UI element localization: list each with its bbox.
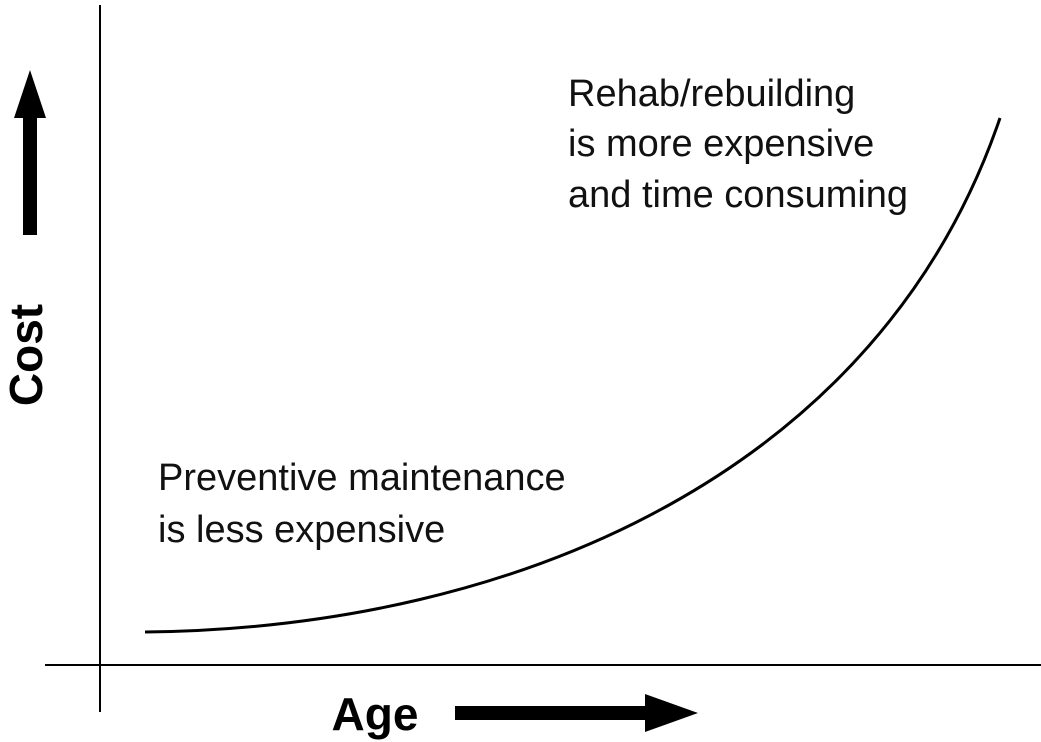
y-axis-label: Cost <box>0 304 52 406</box>
annotation-line: Rehab/rebuilding <box>568 73 855 115</box>
annotation-line: Preventive maintenance <box>158 457 566 499</box>
x-axis-label: Age <box>332 688 419 740</box>
right-arrow <box>455 694 698 732</box>
cost-curve <box>144 117 1002 634</box>
annotation-line: is more expensive <box>568 123 874 165</box>
annotation-line: and time consuming <box>568 174 908 216</box>
up-arrow <box>14 70 46 235</box>
annotation-line: is less expensive <box>158 509 445 551</box>
